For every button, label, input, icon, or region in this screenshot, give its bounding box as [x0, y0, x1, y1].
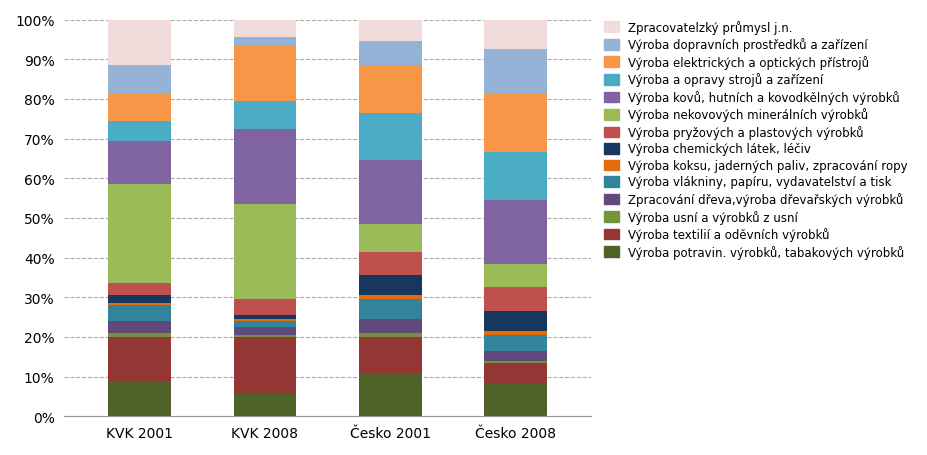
- Bar: [108, 381, 171, 416]
- Bar: [234, 394, 297, 416]
- Bar: [484, 351, 547, 361]
- Bar: [359, 319, 422, 333]
- Bar: [234, 327, 297, 335]
- Bar: [234, 321, 297, 327]
- Bar: [484, 94, 547, 153]
- Bar: [484, 201, 547, 264]
- Bar: [359, 373, 422, 416]
- Bar: [484, 288, 547, 311]
- Bar: [359, 16, 422, 42]
- Bar: [234, 335, 297, 337]
- Bar: [108, 121, 171, 141]
- Bar: [359, 66, 422, 113]
- Bar: [234, 101, 297, 129]
- Bar: [484, 361, 547, 363]
- Bar: [108, 321, 171, 333]
- Legend: Zpracovatelzký průmysl j.n., Výroba dopravních prostředků a zařízení, Výroba ele: Zpracovatelzký průmysl j.n., Výroba dopr…: [603, 18, 910, 261]
- Bar: [234, 38, 297, 46]
- Bar: [359, 252, 422, 276]
- Bar: [108, 20, 171, 66]
- Bar: [234, 299, 297, 315]
- Bar: [484, 50, 547, 94]
- Bar: [108, 94, 171, 121]
- Bar: [359, 224, 422, 252]
- Bar: [359, 276, 422, 296]
- Bar: [108, 284, 171, 296]
- Bar: [234, 46, 297, 101]
- Bar: [108, 305, 171, 321]
- Bar: [234, 20, 297, 38]
- Bar: [359, 42, 422, 66]
- Bar: [359, 333, 422, 337]
- Bar: [234, 315, 297, 319]
- Bar: [484, 363, 547, 383]
- Bar: [359, 299, 422, 319]
- Bar: [108, 185, 171, 284]
- Bar: [484, 335, 547, 351]
- Bar: [359, 337, 422, 373]
- Bar: [359, 296, 422, 299]
- Bar: [108, 337, 171, 381]
- Bar: [484, 153, 547, 201]
- Bar: [108, 296, 171, 303]
- Bar: [484, 19, 547, 50]
- Bar: [108, 66, 171, 94]
- Bar: [234, 129, 297, 205]
- Bar: [234, 337, 297, 394]
- Bar: [484, 383, 547, 416]
- Bar: [484, 311, 547, 331]
- Bar: [108, 333, 171, 337]
- Bar: [484, 264, 547, 288]
- Bar: [359, 113, 422, 161]
- Bar: [484, 331, 547, 335]
- Bar: [234, 319, 297, 321]
- Bar: [108, 141, 171, 185]
- Bar: [108, 303, 171, 305]
- Bar: [359, 161, 422, 224]
- Bar: [234, 205, 297, 299]
